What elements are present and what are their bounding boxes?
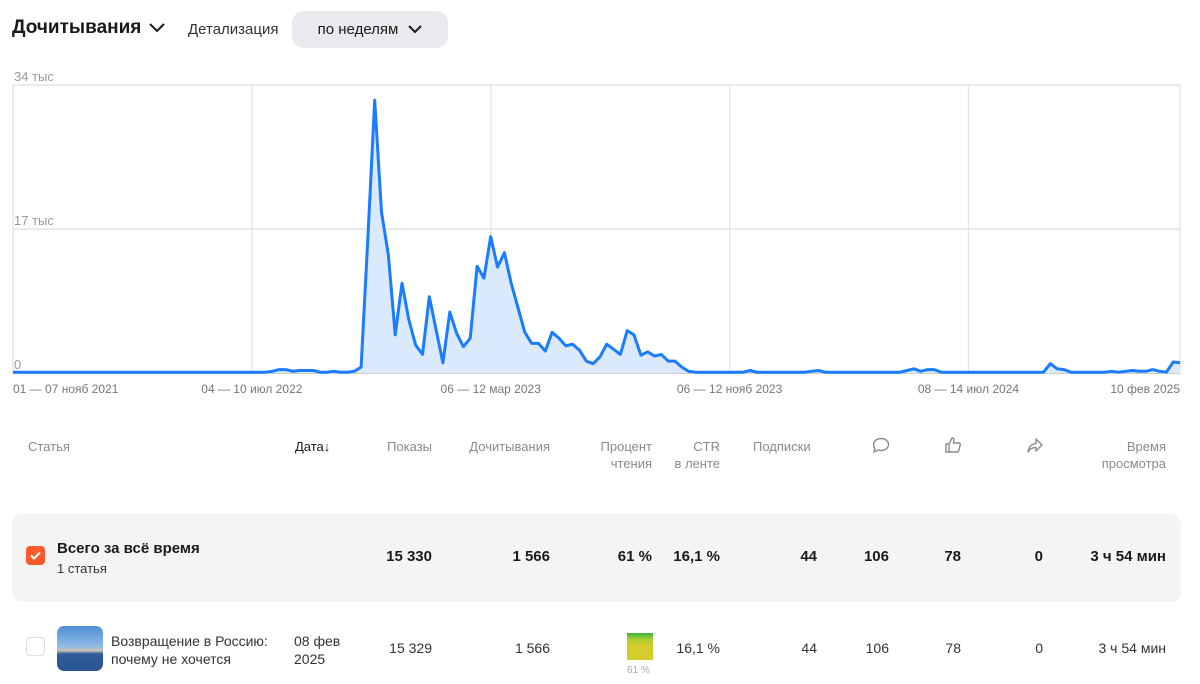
y-tick-label: 0	[14, 357, 21, 372]
period-dropdown[interactable]: по неделям	[292, 11, 448, 48]
x-tick-label: 01 — 07 нояб 2021	[13, 382, 119, 396]
label: чтения	[610, 456, 652, 471]
comment-icon[interactable]	[872, 437, 890, 454]
check-icon	[30, 551, 41, 560]
col-reads[interactable]: Дочитывания	[469, 439, 550, 454]
y-tick-label: 34 тыс	[14, 69, 54, 84]
article-ctr: 16,1 %	[676, 640, 720, 656]
summary-checkbox[interactable]	[26, 546, 45, 565]
article-checkbox[interactable]	[26, 637, 45, 656]
summary-reads: 1 566	[512, 548, 550, 565]
article-comments: 106	[865, 640, 889, 656]
summary-subscriptions: 44	[800, 548, 817, 565]
share-icon[interactable]	[1026, 437, 1044, 454]
article-read-percent: 61 %	[627, 665, 650, 676]
summary-views: 15 330	[386, 548, 432, 565]
metric-selector[interactable]: Дочитывания	[12, 17, 166, 39]
like-icon[interactable]	[944, 436, 962, 454]
article-view-time: 3 ч 54 мин	[1098, 640, 1167, 656]
label: в ленте	[674, 456, 720, 471]
col-date-label: Дата	[295, 439, 324, 454]
col-date[interactable]: Дата↓	[295, 438, 330, 455]
label: CTR	[693, 439, 720, 454]
detail-label: Детализация	[188, 21, 279, 38]
summary-row	[12, 514, 1181, 602]
article-subscriptions: 44	[801, 640, 817, 656]
x-tick-label: 10 фев 2025	[1110, 382, 1180, 396]
read-percent-bar	[627, 633, 653, 660]
col-subscriptions[interactable]: Подписки	[753, 439, 811, 454]
x-tick-label: 06 — 12 нояб 2023	[677, 382, 783, 396]
col-ctr[interactable]: CTR в ленте	[674, 438, 720, 472]
chart-area-fill	[13, 100, 1180, 373]
label: Процент	[600, 439, 652, 454]
label: почему не хочется	[111, 651, 231, 667]
article-shares: 0	[1035, 640, 1043, 656]
chevron-down-icon	[408, 25, 423, 34]
label: 08 фев	[294, 633, 341, 649]
summary-view-time: 3 ч 54 мин	[1090, 548, 1166, 565]
period-value: по неделям	[317, 21, 399, 38]
summary-ctr: 16,1 %	[673, 548, 720, 565]
chevron-down-icon	[149, 23, 166, 33]
chart-line	[13, 98, 1181, 374]
summary-read-percent: 61 %	[617, 548, 652, 565]
x-tick-label: 08 — 14 июл 2024	[918, 382, 1019, 396]
x-tick-label: 04 — 10 июл 2022	[201, 382, 302, 396]
article-title[interactable]: Возвращение в Россию: почему не хочется	[111, 632, 268, 668]
summary-shares: 0	[1034, 548, 1043, 565]
label: Возвращение в Россию:	[111, 633, 268, 649]
metric-label: Дочитывания	[12, 17, 142, 38]
label: 2025	[294, 651, 326, 667]
col-views[interactable]: Показы	[387, 439, 432, 454]
chart: 34 тыс 17 тыс 0 01 — 07 нояб 2021 04 — 10 ию…	[12, 69, 1181, 396]
article-reads: 1 566	[514, 640, 550, 656]
y-tick-label: 17 тыс	[14, 213, 54, 228]
x-tick-label: 06 — 12 мар 2023	[441, 382, 542, 396]
label: Время	[1126, 439, 1166, 454]
article-date: 08 фев 2025	[294, 632, 340, 668]
sort-arrow-icon: ↓	[323, 439, 331, 454]
article-thumbnail[interactable]	[57, 626, 103, 671]
summary-subtitle: 1 статья	[57, 561, 107, 576]
summary-title: Всего за всё время	[57, 540, 200, 557]
col-view-time[interactable]: Время просмотра	[1102, 438, 1166, 472]
article-views: 15 329	[389, 640, 432, 656]
summary-likes: 78	[944, 548, 961, 565]
article-likes: 78	[945, 640, 961, 656]
col-read-percent[interactable]: Процент чтения	[601, 438, 652, 472]
col-article: Статья	[28, 439, 70, 454]
label: просмотра	[1101, 456, 1166, 471]
summary-comments: 106	[863, 548, 889, 565]
